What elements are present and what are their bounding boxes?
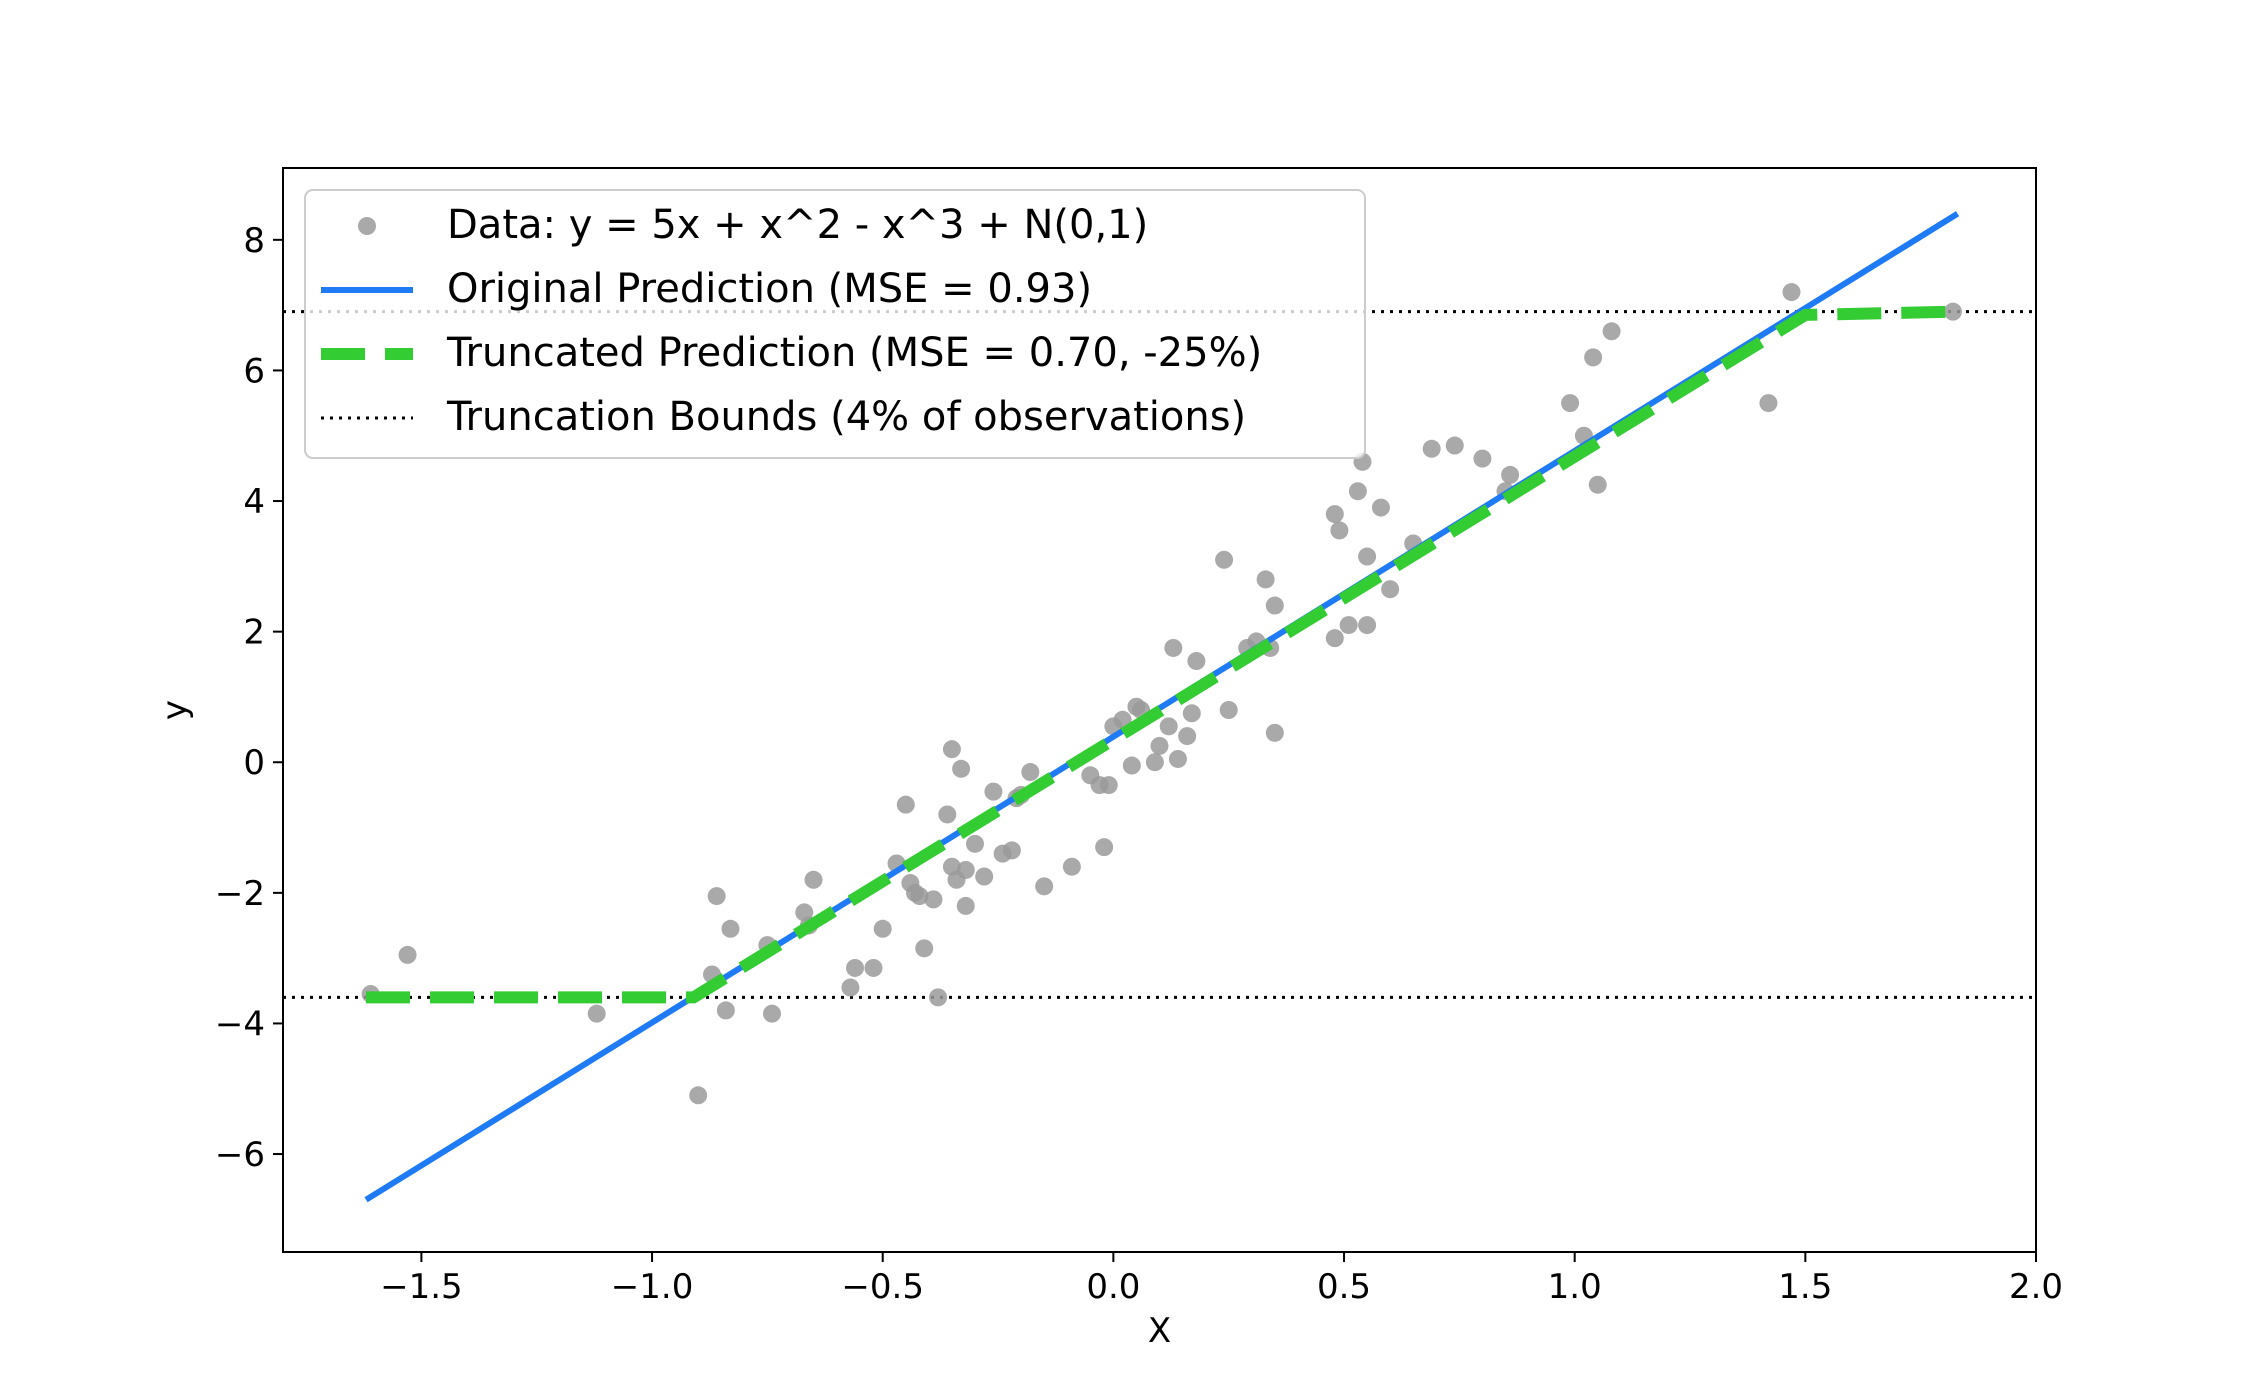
data-point-52 bbox=[1145, 753, 1164, 772]
data-point-14 bbox=[841, 978, 860, 997]
y-axis-label: y bbox=[155, 700, 195, 720]
data-point-2 bbox=[398, 945, 417, 964]
axes-frame bbox=[282, 167, 2037, 1253]
data-point-31 bbox=[956, 896, 975, 915]
data-point-59 bbox=[1187, 652, 1206, 671]
data-point-54 bbox=[1159, 717, 1178, 736]
data-point-70 bbox=[1330, 521, 1349, 540]
data-point-88 bbox=[1602, 322, 1621, 341]
data-point-4 bbox=[689, 1086, 708, 1105]
data-point-24 bbox=[924, 890, 943, 909]
data-point-71 bbox=[1339, 616, 1358, 635]
data-point-27 bbox=[942, 740, 961, 759]
data-point-87 bbox=[1588, 475, 1607, 494]
data-point-90 bbox=[1782, 283, 1801, 302]
data-point-75 bbox=[1358, 616, 1377, 635]
data-point-67 bbox=[1265, 723, 1284, 742]
data-point-40 bbox=[1021, 763, 1040, 782]
data-point-45 bbox=[1095, 838, 1114, 857]
y-tick-label-8: 8 bbox=[243, 221, 265, 261]
x-tick-label-1: −1.5 bbox=[380, 1267, 463, 1307]
data-point-77 bbox=[1381, 580, 1400, 599]
data-point-72 bbox=[1348, 482, 1367, 501]
data-point-41 bbox=[1035, 877, 1054, 896]
data-point-13 bbox=[804, 870, 823, 889]
data-point-57 bbox=[1178, 727, 1197, 746]
legend-label-data: Data: y = 5x + x^2 - x^3 + N(0,1) bbox=[447, 202, 1148, 248]
y-tick-label-4: 0 bbox=[243, 743, 265, 783]
data-point-26 bbox=[938, 805, 957, 824]
data-point-15 bbox=[846, 958, 865, 977]
data-point-6 bbox=[707, 887, 726, 906]
y-tick-label-3: −2 bbox=[215, 874, 265, 914]
data-point-7 bbox=[716, 1001, 735, 1020]
x-tick-label-6: 1.0 bbox=[1548, 1267, 1602, 1307]
data-point-49 bbox=[1122, 756, 1141, 775]
data-point-22 bbox=[910, 887, 929, 906]
data-point-61 bbox=[1219, 701, 1238, 719]
data-point-53 bbox=[1150, 736, 1169, 755]
data-point-30 bbox=[952, 759, 971, 778]
data-point-81 bbox=[1473, 449, 1492, 468]
data-point-35 bbox=[984, 782, 1003, 801]
data-point-25 bbox=[929, 988, 948, 1007]
x-tick-label-2: −1.0 bbox=[611, 1267, 694, 1307]
y-tick-label-2: −4 bbox=[215, 1004, 265, 1044]
data-point-69 bbox=[1325, 629, 1344, 648]
data-point-42 bbox=[1062, 857, 1081, 876]
data-point-17 bbox=[873, 919, 892, 938]
x-axis-label: X bbox=[1148, 1311, 1171, 1351]
x-tick-label-4: 0.0 bbox=[1086, 1267, 1140, 1307]
x-tick-label-7: 1.5 bbox=[1778, 1267, 1832, 1307]
data-point-60 bbox=[1215, 550, 1234, 569]
legend-box bbox=[304, 189, 1366, 459]
data-point-66 bbox=[1265, 596, 1284, 615]
data-point-16 bbox=[864, 958, 883, 977]
x-tick-label-3: −0.5 bbox=[841, 1267, 924, 1307]
data-point-86 bbox=[1584, 348, 1603, 367]
y-tick-label-7: 6 bbox=[243, 351, 265, 391]
data-point-34 bbox=[975, 867, 994, 886]
x-tick-label-8: 2.0 bbox=[2009, 1267, 2063, 1307]
data-point-19 bbox=[896, 795, 915, 814]
data-point-46 bbox=[1099, 776, 1118, 795]
truncated-prediction-line bbox=[366, 305, 1958, 1004]
data-point-10 bbox=[762, 1004, 781, 1023]
data-point-91 bbox=[1943, 302, 1962, 321]
data-point-58 bbox=[1182, 704, 1201, 723]
data-point-74 bbox=[1358, 547, 1377, 566]
data-point-76 bbox=[1371, 498, 1390, 517]
plot-area bbox=[283, 211, 2036, 1203]
data-point-56 bbox=[1168, 749, 1187, 768]
data-point-80 bbox=[1445, 436, 1464, 455]
data-point-84 bbox=[1561, 394, 1580, 413]
data-point-55 bbox=[1164, 638, 1183, 657]
legend-label-bounds: Truncation Bounds (4% of observations) bbox=[446, 394, 1246, 440]
y-tick-label-6: 4 bbox=[243, 482, 265, 522]
data-point-37 bbox=[1002, 841, 1021, 860]
legend-handle-data bbox=[358, 217, 376, 235]
data-point-33 bbox=[965, 834, 984, 853]
data-point-64 bbox=[1256, 570, 1275, 589]
legend-label-truncated: Truncated Prediction (MSE = 0.70, -25%) bbox=[446, 330, 1262, 376]
y-tick-label-5: 2 bbox=[243, 613, 265, 653]
data-point-68 bbox=[1325, 505, 1344, 524]
data-point-83 bbox=[1501, 465, 1520, 484]
plot-content bbox=[283, 211, 2036, 1203]
legend-label-original: Original Prediction (MSE = 0.93) bbox=[447, 266, 1092, 312]
data-point-89 bbox=[1759, 394, 1778, 413]
y-tick-label-1: −6 bbox=[215, 1135, 265, 1175]
data-point-32 bbox=[956, 860, 975, 879]
data-point-23 bbox=[915, 939, 934, 958]
axes: −1.5 −1.0 −0.5 0.0 0.5 1.0 1.5 2.0 −6 −4 −2 0 2 4 6 8 Xy bbox=[155, 167, 2063, 1351]
data-point-3 bbox=[587, 1004, 606, 1023]
x-tick-label-5: 0.5 bbox=[1317, 1267, 1371, 1307]
legend: Data: y = 5x + x^2 - x^3 + N(0,1) Origina… bbox=[304, 189, 1366, 459]
data-point-79 bbox=[1422, 439, 1441, 458]
data-point-8 bbox=[721, 919, 740, 938]
